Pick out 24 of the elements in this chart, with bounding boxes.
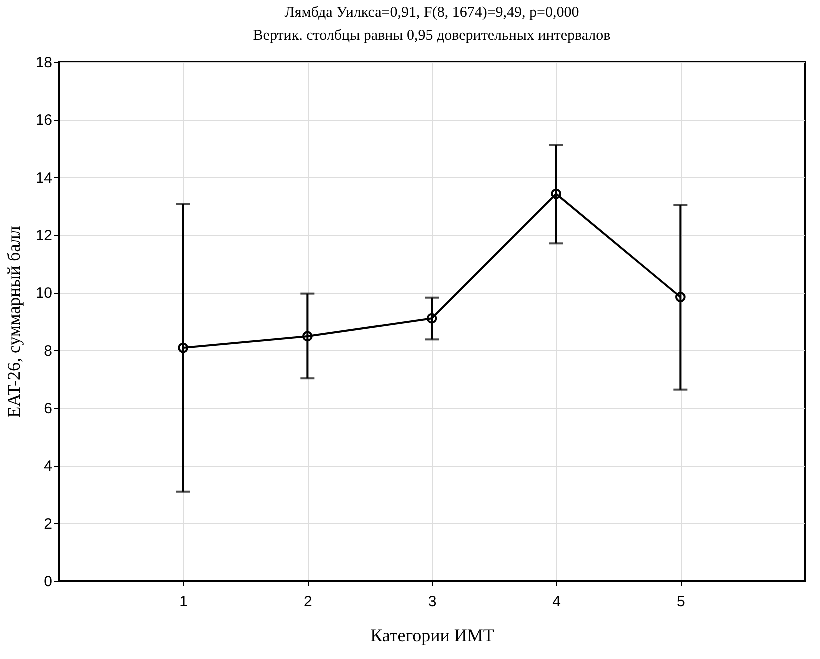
y-tick-label: 2 xyxy=(44,516,52,533)
point xyxy=(551,188,562,200)
y-tick-label: 14 xyxy=(36,170,52,187)
x-tick-label: 3 xyxy=(428,594,437,610)
y-tick-label: 16 xyxy=(36,112,52,130)
y-tick-label: 0 xyxy=(44,574,52,590)
point xyxy=(426,313,438,324)
x-tick-label: 1 xyxy=(180,594,188,610)
x-axis-title: Категории ИМТ xyxy=(370,626,494,646)
y-tick-label: 4 xyxy=(44,458,52,476)
y-tick-label: 6 xyxy=(44,400,52,418)
point xyxy=(302,331,313,342)
y-tick-label: 10 xyxy=(36,285,52,302)
point xyxy=(178,342,189,354)
y-tick-label: 18 xyxy=(36,54,52,72)
x-tick-label: 2 xyxy=(304,594,312,610)
y-tick-label: 8 xyxy=(44,342,52,360)
y-tick-label: 12 xyxy=(36,228,52,244)
x-tick-label: 4 xyxy=(552,594,562,610)
point xyxy=(675,292,686,302)
x-tick-label: 5 xyxy=(676,594,686,610)
chart-subtitle: Вертик. столбцы равны 0,95 доверительных интервалов xyxy=(253,28,611,44)
chart-title: Лямбда Уилкса=0,91, F(8, 1674)=9,49, p=0,000 xyxy=(284,5,580,21)
y-axis-title: EAT-26, суммарный балл xyxy=(4,226,24,418)
